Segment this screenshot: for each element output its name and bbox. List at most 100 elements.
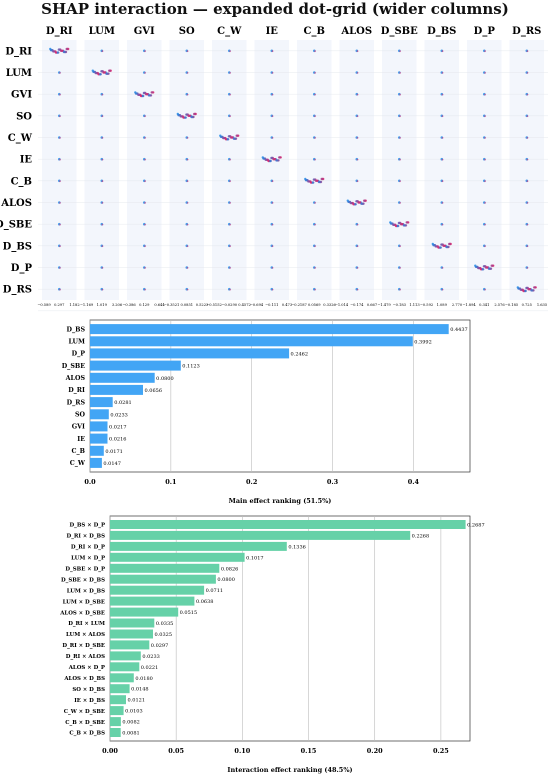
dot-grid-column-bg [424, 40, 459, 300]
bar-value-label: 0.0233 [142, 654, 160, 660]
shap-point [177, 114, 180, 117]
shap-point [484, 180, 486, 183]
shap-point [314, 72, 316, 74]
shap-point [399, 72, 401, 74]
x-tick-label: 0.25 [433, 747, 449, 755]
y-tick-label: C_W × D_SBE [64, 709, 105, 715]
shap-point [101, 267, 104, 269]
column-tick-label: 0.129 [139, 303, 150, 307]
shap-point [54, 51, 58, 54]
shap-point [186, 50, 189, 53]
shap-point [482, 265, 486, 268]
x-tick-label: 0.15 [301, 747, 317, 755]
shap-point [65, 47, 68, 51]
shap-point [356, 115, 359, 118]
bar-value-label: 0.2687 [467, 522, 485, 528]
shap-point [441, 50, 444, 53]
shap-point [144, 202, 147, 204]
column-tick-label: 2.576 [494, 303, 505, 307]
shap-point [304, 179, 308, 182]
bar-value-label: 0.0121 [128, 698, 146, 704]
dot-grid-column-bg [254, 40, 289, 300]
shap-point [101, 158, 104, 161]
bar-value-label: 0.0656 [145, 388, 163, 394]
bar-value-label: 0.4437 [450, 327, 468, 333]
x-axis-label: Main effect ranking (51.5%) [229, 497, 332, 505]
column-tick-label: −0.3521 [164, 303, 180, 307]
row-label: C_B [11, 176, 32, 187]
shap-point [399, 180, 401, 183]
figure-title: SHAP interaction — expanded dot-grid (wi… [41, 0, 509, 18]
bar [110, 728, 121, 737]
bar-value-label: 0.1123 [182, 364, 200, 370]
shap-point [399, 288, 401, 291]
bar-value-label: 0.1017 [246, 555, 264, 561]
shap-point [356, 245, 359, 248]
shap-point [477, 266, 480, 270]
shap-point [59, 245, 61, 248]
bar [90, 421, 108, 432]
dot-grid-column-bg [169, 40, 204, 300]
row-label: C_W [8, 133, 33, 144]
row-label: IE [20, 155, 33, 166]
y-tick-label: D_BS [67, 326, 86, 333]
row-label: D_RS [3, 285, 32, 296]
y-tick-label: ALOS [65, 375, 86, 382]
shap-point [59, 72, 61, 74]
x-tick-label: 0.00 [102, 747, 118, 755]
shap-point [144, 50, 147, 53]
shap-point [441, 137, 444, 139]
column-tick-label: 0.341 [479, 303, 489, 307]
bar-value-label: 0.0800 [156, 376, 174, 382]
shap-point [270, 156, 273, 160]
column-tick-label: −0.592 [420, 303, 433, 307]
shap-point [307, 180, 310, 183]
bar [110, 552, 245, 562]
shap-point [186, 267, 189, 269]
shap-point [101, 137, 104, 139]
shap-point [190, 115, 193, 119]
shap-point [101, 93, 104, 96]
y-tick-label: D_RI × LUM [68, 621, 105, 627]
shap-point [271, 202, 274, 204]
shap-point [399, 137, 401, 139]
bar [110, 530, 411, 540]
shap-point [356, 223, 359, 226]
shap-point [352, 203, 355, 206]
column-tick-label: 0.5223 [196, 303, 209, 307]
shap-point [533, 286, 536, 289]
shap-point [59, 180, 61, 183]
shap-point [229, 288, 232, 291]
column-tick-label: 0.725 [522, 303, 533, 307]
shap-point [399, 50, 401, 53]
bar-value-label: 0.0800 [217, 577, 235, 583]
shap-point [441, 288, 444, 291]
shap-point [186, 93, 189, 96]
bar-value-label: 0.3992 [414, 339, 432, 345]
shap-point [522, 289, 525, 293]
bar [110, 585, 205, 595]
bar [90, 457, 102, 468]
shap-point [356, 50, 359, 53]
column-tick-label: −0.694 [250, 303, 264, 307]
shap-point [101, 245, 104, 248]
shap-point [187, 114, 190, 118]
shap-point [100, 70, 103, 73]
shap-point [479, 268, 483, 271]
dot-grid-column-bg [339, 40, 374, 300]
bar-value-label: 0.0335 [156, 621, 174, 627]
shap-point [526, 180, 529, 183]
shap-point [314, 137, 316, 139]
shap-point [484, 223, 486, 226]
bar [90, 360, 181, 371]
shap-point [179, 115, 182, 118]
shap-point [432, 244, 435, 247]
y-tick-label: SO [75, 411, 86, 418]
bar [90, 433, 108, 444]
y-tick-label: D_SBE [62, 363, 85, 370]
shap-point [186, 158, 189, 161]
dot-grid-column-bg [127, 40, 162, 300]
bar-value-label: 0.0081 [122, 731, 139, 737]
shap-point [92, 70, 95, 74]
